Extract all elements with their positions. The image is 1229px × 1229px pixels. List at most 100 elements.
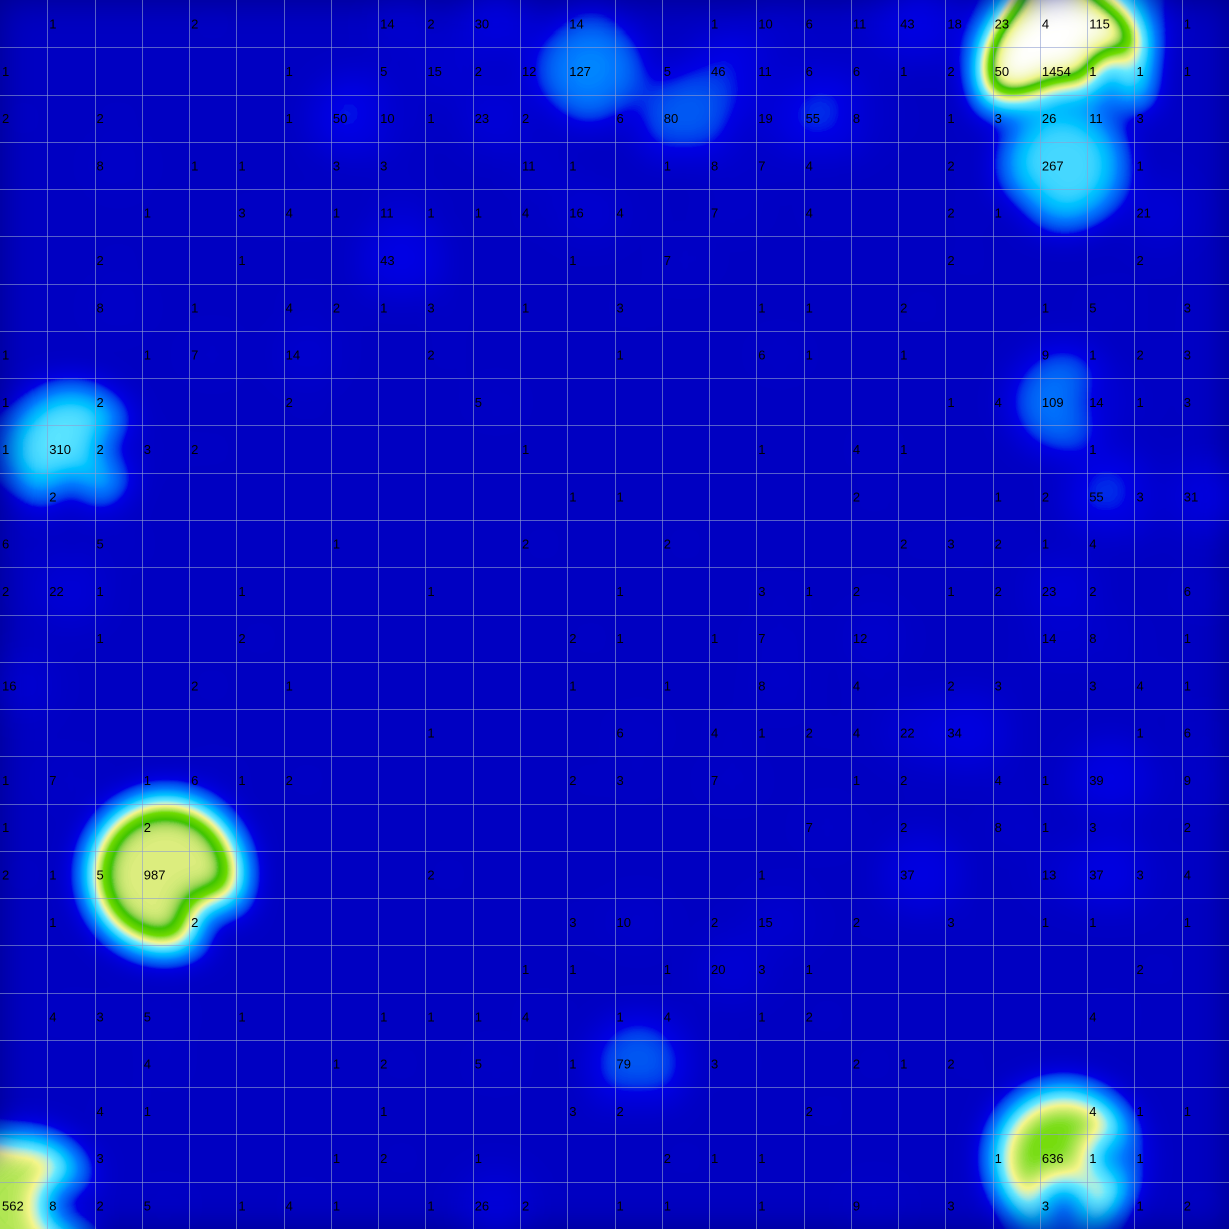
cell-value-label: 1: [2, 395, 9, 410]
cell-value-label: 1: [900, 64, 907, 79]
cell-value-label: 2: [97, 1198, 104, 1213]
cell-value-label: 1: [947, 395, 954, 410]
density-blob: [620, 478, 657, 515]
cell-value-label: 2: [427, 348, 434, 363]
cell-value-label: 1: [333, 1198, 340, 1213]
cell-value-label: 1: [617, 489, 624, 504]
density-blob: [5, 336, 42, 373]
cell-value-label: 4: [97, 1104, 104, 1119]
density-blob: [336, 1187, 373, 1224]
cell-value-label: 636: [1042, 1151, 1064, 1166]
density-blob: [98, 429, 138, 469]
cell-value-label: 115: [1089, 17, 1110, 32]
density-blob: [809, 289, 846, 326]
cell-value-label: 1: [758, 300, 765, 315]
cell-value-label: 1: [806, 300, 813, 315]
cell-value-label: 3: [380, 158, 387, 173]
cell-value-label: 2: [853, 489, 860, 504]
density-blob: [1140, 52, 1177, 89]
cell-value-label: 18: [947, 17, 961, 32]
density-blob: [98, 1185, 138, 1226]
cell-value-label: 1: [333, 537, 340, 552]
cell-value-label: 7: [758, 631, 765, 646]
cell-value-label: 4: [286, 206, 293, 221]
cell-value-label: 55: [1089, 489, 1103, 504]
cell-value-label: 1: [144, 206, 151, 221]
density-blob: [1187, 903, 1224, 940]
cell-value-label: 3: [947, 537, 954, 552]
cell-value-label: 1: [475, 1009, 482, 1024]
density-blob: [91, 280, 145, 334]
cell-value-label: 7: [806, 820, 813, 835]
density-blob: [995, 664, 1038, 707]
cell-value-label: 4: [522, 206, 529, 221]
cell-value-label: 1: [711, 631, 718, 646]
cell-value-label: 39: [1089, 773, 1103, 788]
cell-value-label: 3: [1089, 678, 1096, 693]
density-blob: [1091, 571, 1131, 611]
density-blob: [9, 387, 133, 511]
density-blob: [753, 659, 807, 712]
density-blob: [1045, 903, 1082, 940]
cell-value-label: 5: [1089, 300, 1096, 315]
cell-value-label: 1: [1184, 915, 1191, 930]
cell-value-label: 1: [806, 584, 813, 599]
density-blob: [883, 836, 961, 913]
cell-value-label: 6: [806, 64, 813, 79]
cell-value-label: 2: [900, 820, 907, 835]
cell-value-label: 1: [1042, 537, 1049, 552]
cell-value-label: 1: [1184, 631, 1191, 646]
cell-value-label: 1: [1042, 820, 1049, 835]
cell-value-label: 1: [617, 631, 624, 646]
density-blob: [5, 809, 42, 846]
density-blob: [993, 757, 1039, 803]
cell-value-label: 1: [758, 1009, 765, 1024]
density-blob: [1140, 1092, 1177, 1129]
density-blob: [142, 1041, 188, 1087]
cell-value-label: 2: [427, 17, 434, 32]
cell-value-label: 1: [1089, 915, 1096, 930]
cell-value-label: 1: [238, 773, 245, 788]
density-blob: [755, 329, 805, 380]
density-blob: [3, 854, 44, 895]
density-blob: [854, 571, 895, 611]
density-blob: [569, 1089, 613, 1133]
density-blob: [662, 993, 708, 1039]
cell-value-label: 55: [806, 111, 820, 126]
density-blob: [901, 523, 942, 564]
cell-value-label: 26: [475, 1198, 489, 1213]
cell-value-label: 11: [1089, 111, 1103, 126]
density-blob: [903, 52, 940, 89]
cell-value-label: 4: [806, 158, 813, 173]
cell-value-label: 2: [1184, 1198, 1191, 1213]
cell-value-label: 1: [853, 773, 860, 788]
cell-value-label: 7: [711, 206, 718, 221]
cell-value-label: 2: [853, 584, 860, 599]
cell-value-label: 15: [758, 915, 772, 930]
density-blob: [751, 42, 809, 100]
cell-value-label: 2: [1184, 820, 1191, 835]
density-blob: [845, 609, 904, 668]
cell-value-label: 3: [758, 962, 765, 977]
density-blob: [801, 801, 853, 853]
density-blob: [1138, 240, 1178, 280]
density-blob: [241, 572, 279, 609]
density-blob: [147, 1092, 184, 1129]
cell-value-label: 2: [2, 584, 9, 599]
density-blob: [903, 430, 940, 468]
density-blob: [1072, 836, 1150, 913]
cell-value-label: 1: [144, 773, 151, 788]
density-blob: [707, 754, 759, 806]
cell-value-label: 2: [1136, 962, 1143, 977]
density-blob: [620, 620, 657, 657]
cell-value-label: 4: [995, 773, 1002, 788]
cell-value-label: 1: [569, 678, 576, 693]
density-blob: [429, 334, 469, 375]
cell-value-label: 1: [900, 1057, 907, 1072]
density-blob: [284, 1182, 330, 1228]
cell-value-label: 4: [286, 300, 293, 315]
cell-value-label: 3: [711, 1057, 718, 1072]
cell-value-label: 8: [1089, 631, 1096, 646]
density-blob: [430, 572, 468, 609]
cell-value-label: 1: [569, 962, 576, 977]
